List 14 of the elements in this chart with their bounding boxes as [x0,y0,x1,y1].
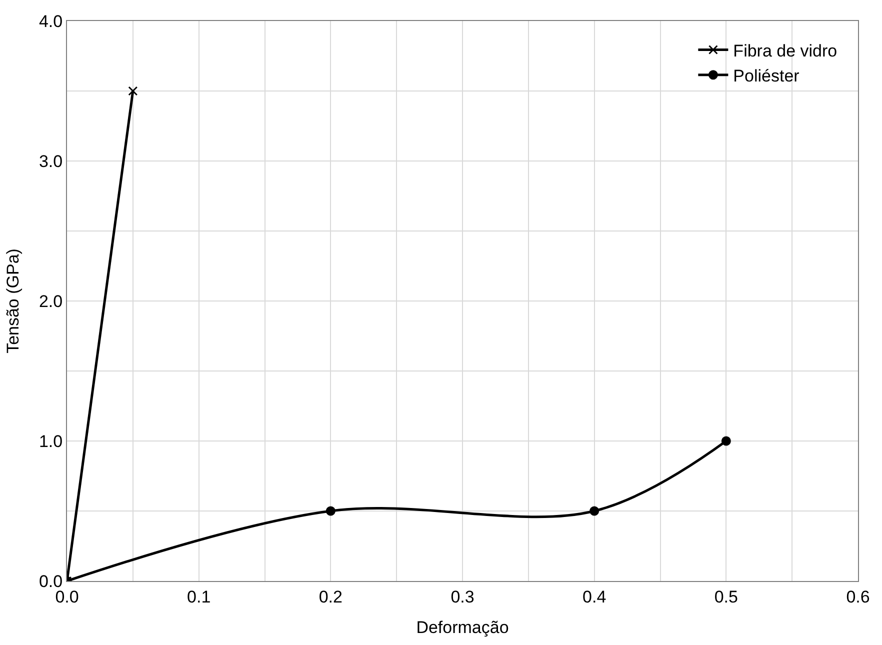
y-tick-label: 3.0 [38,152,63,171]
x-tick-label: 0.6 [846,587,870,606]
y-tick-label: 4.0 [38,12,63,31]
x-tick-label: 0.2 [318,587,342,606]
x-tick-label: 0.1 [187,587,211,606]
y-axis-title: Tensão (GPa) [4,248,23,354]
legend-label: Fibra de vidro [733,41,838,60]
x-axis-title: Deformação [416,618,509,637]
x-tick-label: 0.5 [714,587,738,606]
y-tick-label: 2.0 [38,292,63,311]
x-tick-label: 0.4 [582,587,606,606]
legend-label: Poliéster [733,66,800,86]
y-tick-label: 1.0 [38,432,63,451]
x-tick-label: 0.3 [450,587,474,606]
